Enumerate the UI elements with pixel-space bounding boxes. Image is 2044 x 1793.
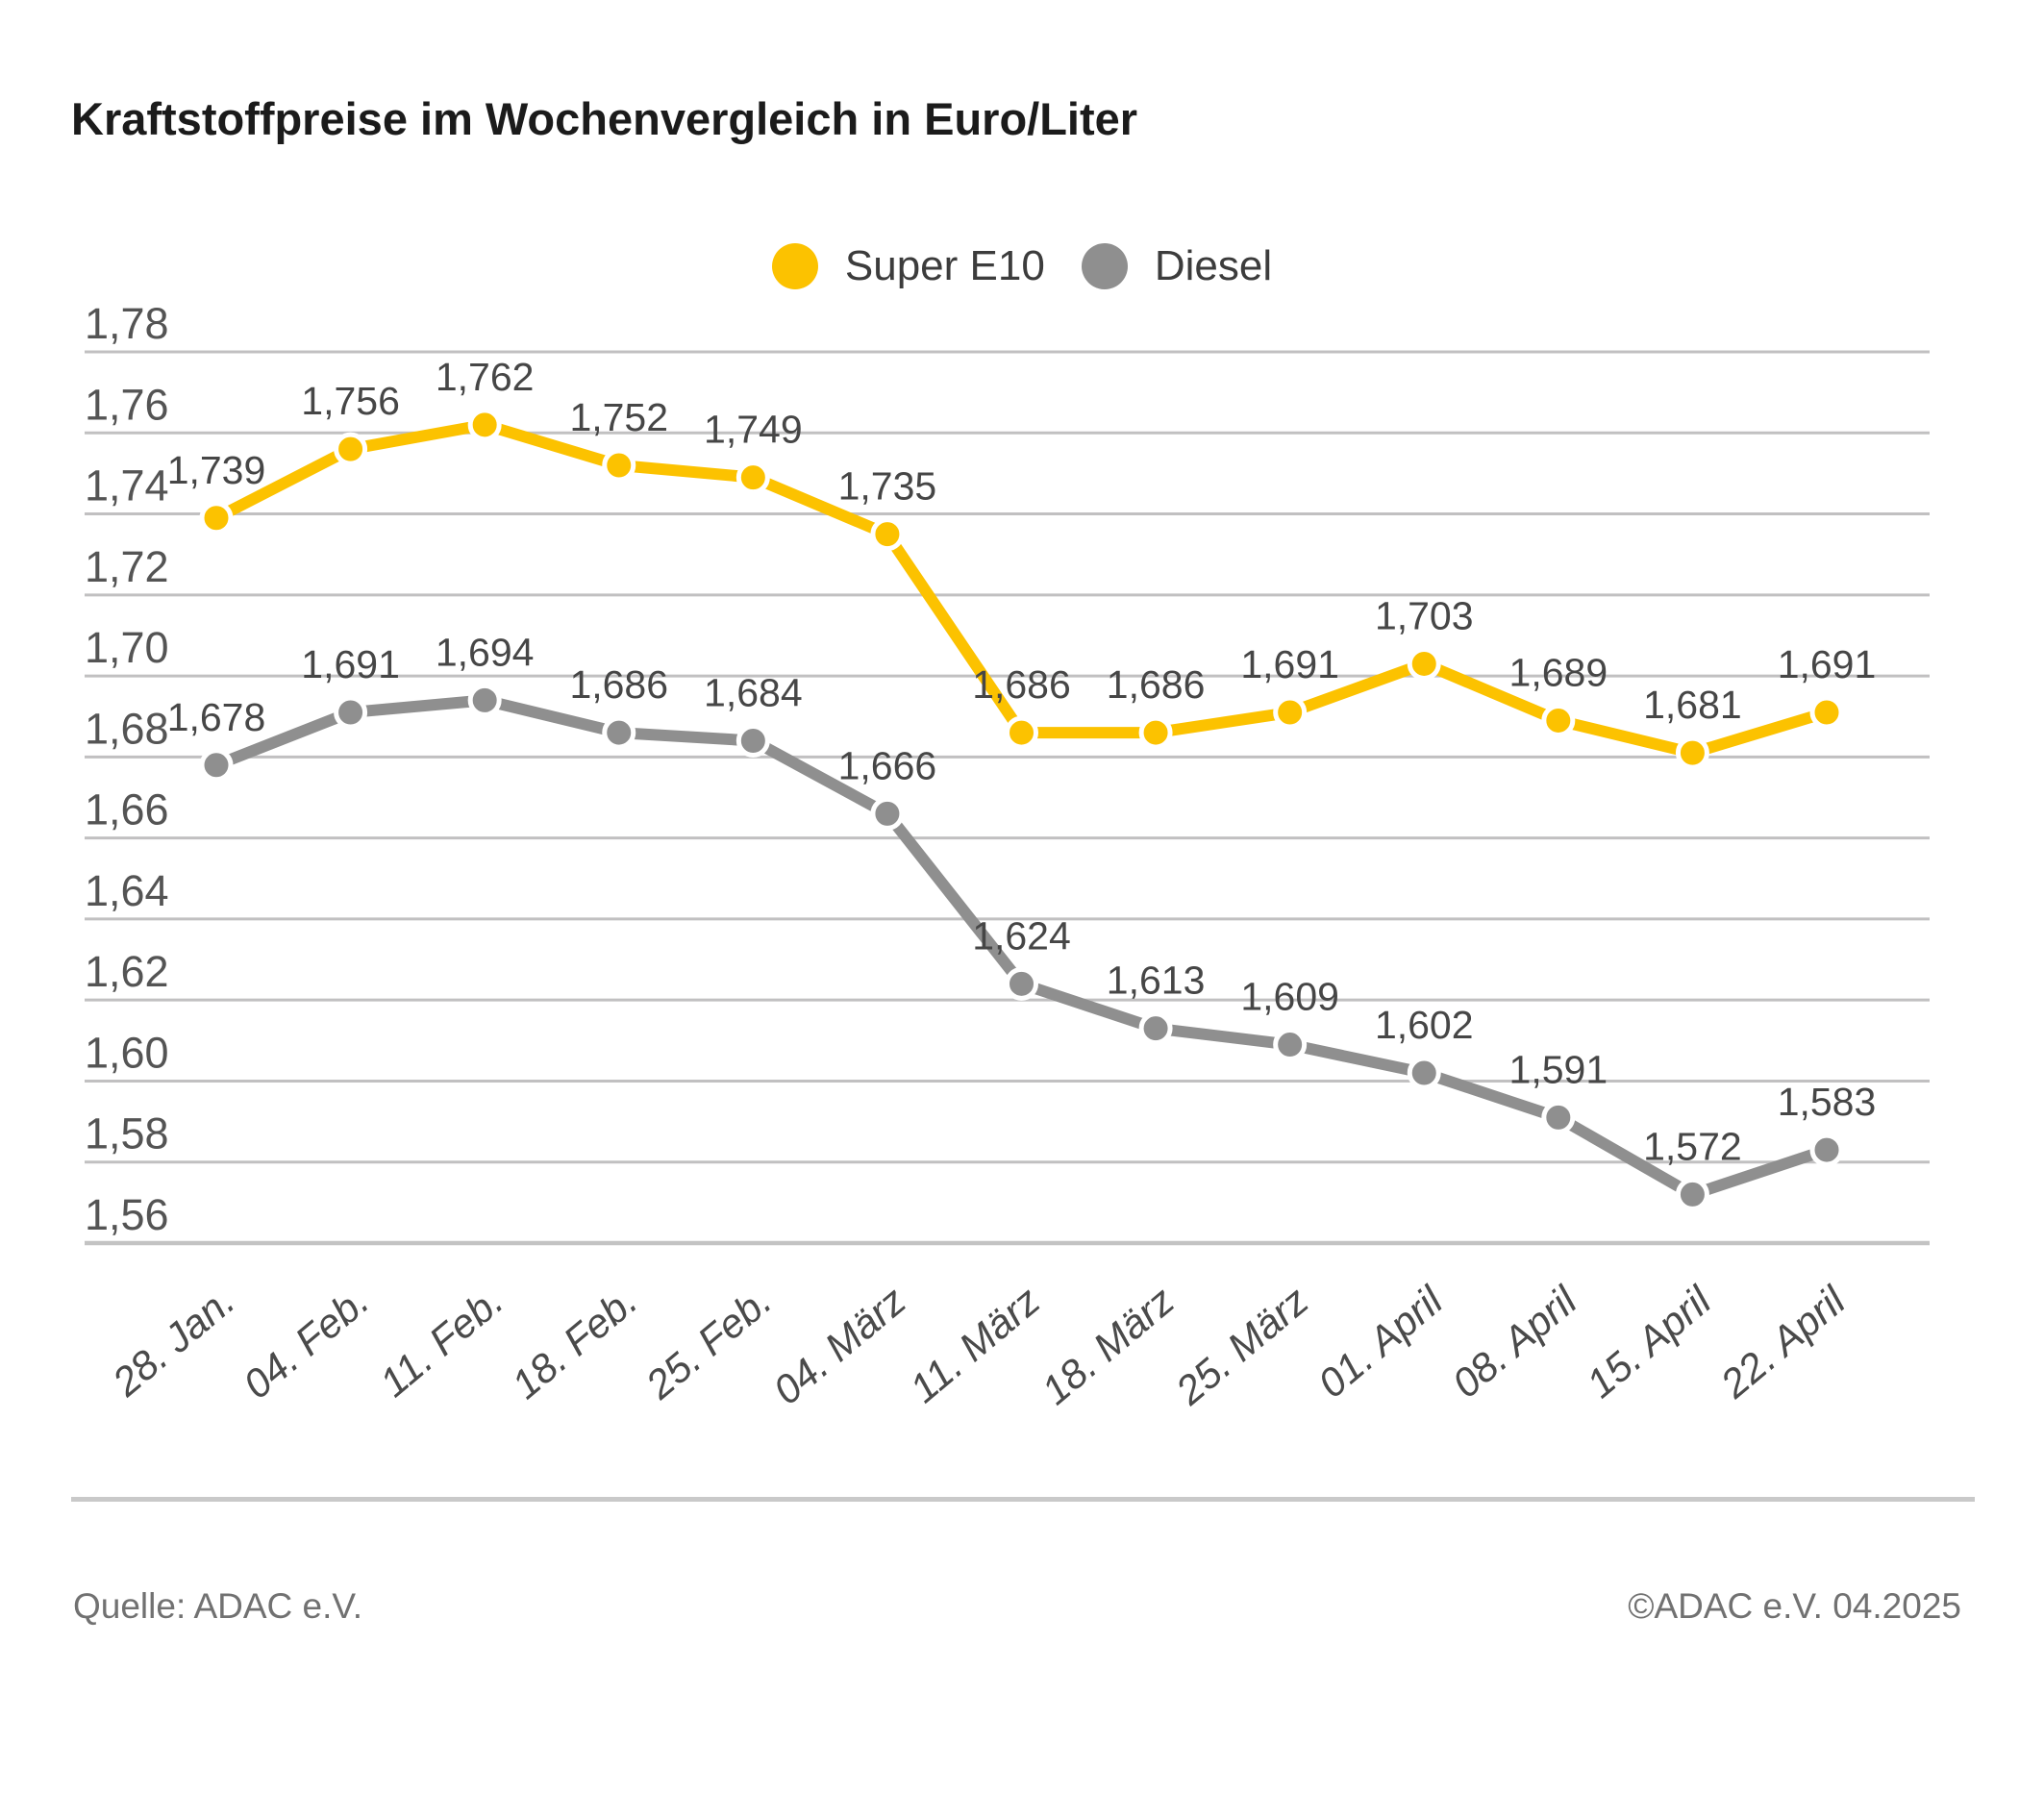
value-label: 1,609	[1240, 975, 1339, 1019]
legend-label-diesel: Diesel	[1154, 242, 1273, 289]
data-point	[870, 796, 905, 831]
footer-divider	[71, 1497, 1975, 1502]
data-point	[199, 748, 234, 783]
data-point	[1138, 715, 1173, 750]
data-point	[1407, 1056, 1441, 1090]
value-label: 1,686	[1107, 662, 1206, 707]
y-axis-label: 1,74	[85, 461, 169, 511]
data-point	[1809, 695, 1844, 730]
value-label: 1,691	[1778, 642, 1877, 686]
y-axis-label: 1,64	[85, 866, 169, 915]
value-label: 1,681	[1643, 683, 1742, 727]
data-point	[1005, 715, 1038, 750]
value-label: 1,691	[301, 642, 400, 686]
y-axis-label: 1,56	[85, 1190, 169, 1239]
legend-label-super-e10: Super E10	[844, 242, 1045, 289]
value-label: 1,602	[1375, 1003, 1474, 1047]
y-axis-label: 1,78	[85, 299, 169, 348]
y-axis-label: 1,58	[85, 1109, 169, 1158]
value-label: 1,703	[1375, 593, 1474, 637]
data-point	[334, 432, 368, 466]
value-label: 1,624	[972, 913, 1071, 958]
x-axis-label: 08. April	[1444, 1277, 1586, 1407]
x-axis-label: 04. Feb.	[235, 1278, 377, 1407]
x-axis-label: 11. März	[901, 1278, 1048, 1411]
x-axis-label: 18. März	[1033, 1278, 1182, 1413]
x-axis-label: 15. April	[1578, 1277, 1720, 1407]
x-axis-label: 01. April	[1309, 1277, 1452, 1407]
data-point	[467, 408, 502, 442]
source-note: Quelle: ADAC e.V.	[73, 1586, 362, 1626]
y-axis-label: 1,66	[85, 785, 169, 834]
value-label: 1,686	[569, 662, 668, 707]
legend-dot-super-e10	[771, 243, 818, 289]
data-point	[602, 715, 636, 750]
y-axis-label: 1,70	[85, 623, 169, 672]
chart-legend: Super E10 Diesel	[0, 242, 2044, 290]
x-axis-label: 25. März	[1166, 1278, 1316, 1414]
data-point	[1541, 1100, 1576, 1134]
value-label: 1,739	[167, 448, 266, 492]
value-label: 1,572	[1643, 1124, 1742, 1168]
value-label: 1,666	[838, 743, 937, 787]
value-label: 1,684	[704, 671, 803, 715]
value-label: 1,694	[436, 630, 535, 674]
y-axis-label: 1,76	[85, 380, 169, 429]
data-point	[1407, 646, 1441, 681]
page-title: Kraftstoffpreise im Wochenvergleich in E…	[71, 93, 1138, 144]
data-point	[467, 683, 502, 717]
x-axis-label: 18. Feb.	[503, 1278, 645, 1407]
x-axis-label: 04. März	[764, 1278, 913, 1413]
legend-dot-diesel	[1081, 243, 1128, 289]
value-label: 1,686	[972, 662, 1071, 707]
data-point	[1541, 703, 1576, 737]
value-label: 1,613	[1107, 959, 1206, 1003]
x-axis-label: 22. April	[1711, 1277, 1855, 1407]
data-point	[1273, 695, 1308, 730]
data-point	[1675, 1177, 1709, 1211]
data-point	[735, 461, 770, 495]
y-axis-label: 1,72	[85, 542, 169, 591]
value-label: 1,691	[1240, 642, 1339, 686]
y-axis-label: 1,68	[85, 704, 169, 753]
data-point	[735, 724, 770, 759]
x-axis-label: 25. Feb.	[636, 1278, 780, 1408]
data-point	[870, 517, 905, 552]
data-point	[199, 501, 234, 535]
data-point	[1809, 1133, 1844, 1167]
y-axis-label: 1,62	[85, 947, 169, 996]
copyright-note: ©ADAC e.V. 04.2025	[1628, 1586, 1961, 1626]
value-label: 1,756	[301, 379, 400, 423]
y-axis-label: 1,60	[85, 1028, 169, 1077]
value-label: 1,762	[436, 355, 535, 399]
data-point	[1273, 1028, 1308, 1062]
value-label: 1,583	[1778, 1080, 1877, 1124]
value-label: 1,749	[704, 408, 803, 452]
data-point	[1138, 1011, 1173, 1046]
data-point	[1675, 735, 1709, 770]
data-point	[602, 448, 636, 483]
value-label: 1,752	[569, 395, 668, 439]
value-label: 1,689	[1509, 650, 1608, 694]
value-label: 1,678	[167, 695, 266, 739]
value-label: 1,735	[838, 464, 937, 509]
data-point	[1005, 966, 1038, 1001]
x-axis-label: 11. Feb.	[371, 1278, 511, 1406]
value-label: 1,591	[1509, 1047, 1608, 1091]
x-axis-label: 28. Jan.	[103, 1278, 242, 1406]
data-point	[334, 695, 368, 730]
